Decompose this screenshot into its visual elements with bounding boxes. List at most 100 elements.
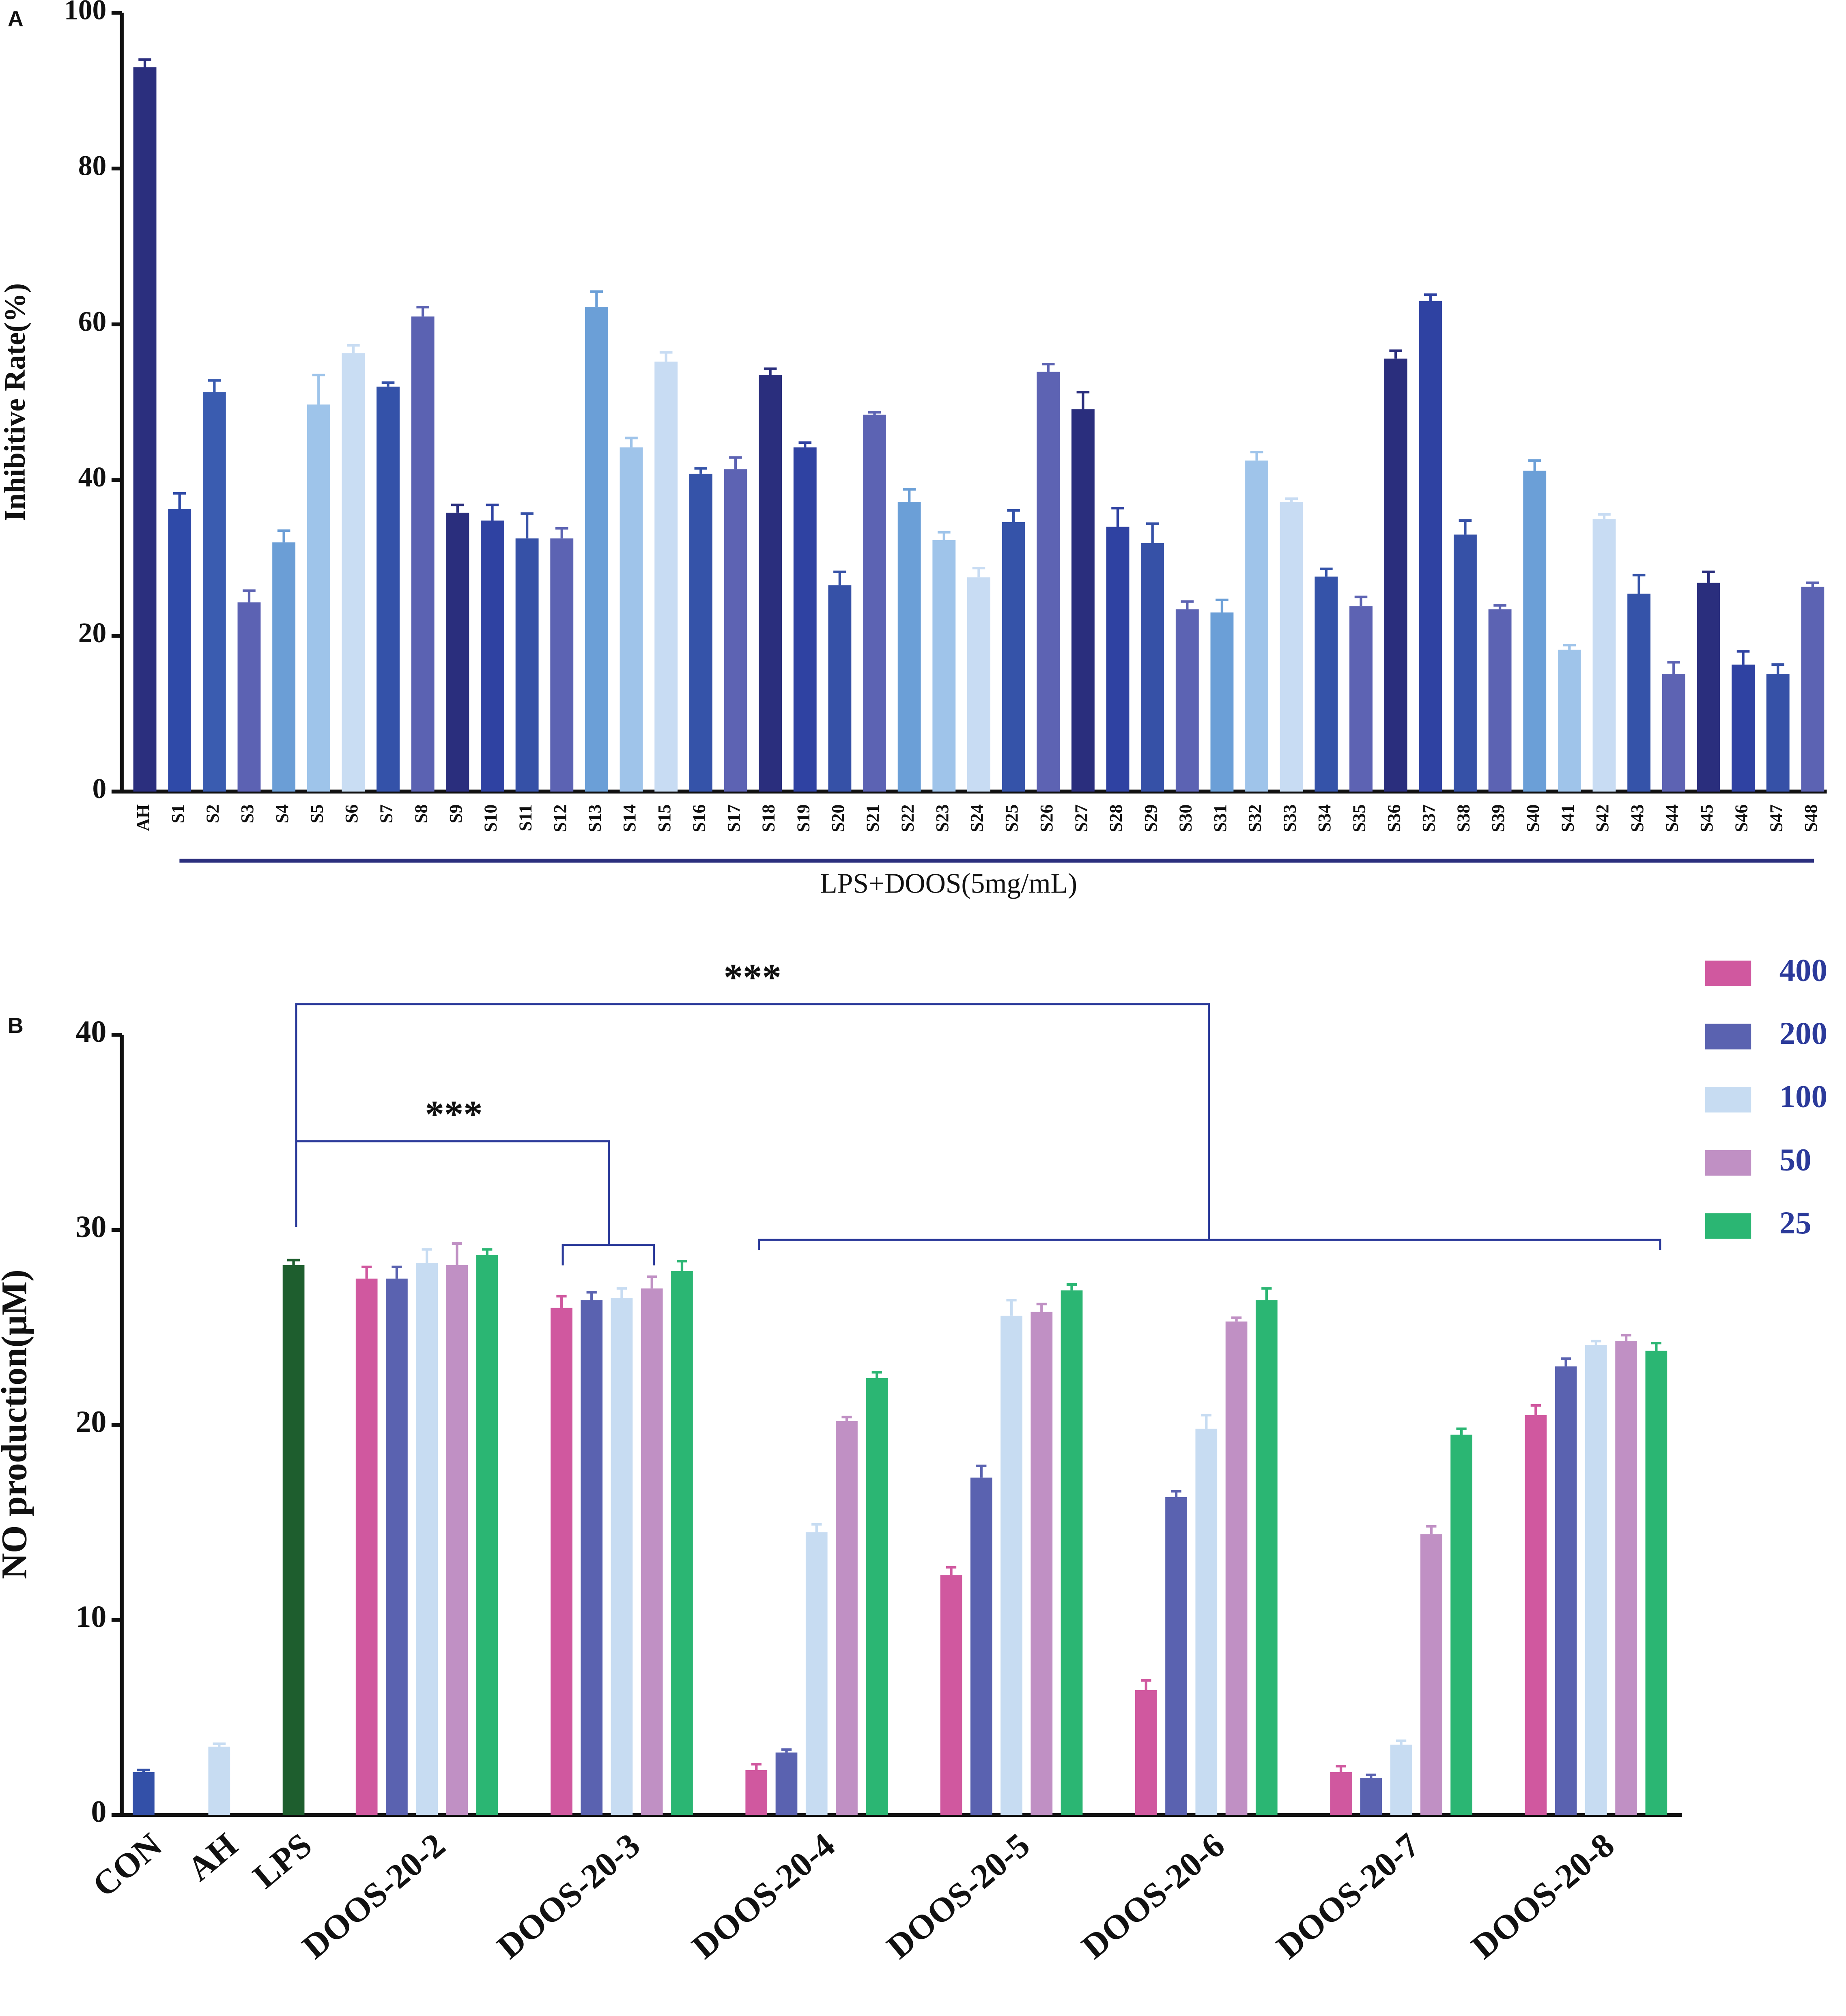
bar bbox=[654, 361, 678, 792]
bar bbox=[133, 67, 157, 792]
x-tick-label: S48 bbox=[1801, 805, 1821, 833]
x-tick-label: S40 bbox=[1523, 805, 1543, 833]
bar bbox=[272, 542, 296, 792]
y-tick-label: 30 bbox=[75, 1210, 106, 1244]
bar bbox=[446, 512, 469, 792]
bar bbox=[828, 585, 852, 792]
x-tick-label: S39 bbox=[1488, 805, 1508, 833]
x-tick-label: S9 bbox=[446, 805, 466, 824]
bar bbox=[1558, 650, 1581, 792]
x-group-label: LPS+DOOS(5mg/mL) bbox=[820, 868, 1077, 899]
y-tick-label: 80 bbox=[78, 150, 106, 181]
bar bbox=[1195, 1429, 1218, 1815]
bar bbox=[1645, 1351, 1667, 1815]
y-axis-label: Inhibitive Rate(%) bbox=[0, 283, 31, 521]
bar bbox=[446, 1265, 468, 1815]
bar bbox=[759, 375, 782, 792]
x-tick-label: S34 bbox=[1315, 805, 1334, 833]
bar bbox=[581, 1300, 603, 1815]
y-tick-label: 60 bbox=[78, 306, 106, 337]
y-tick-label: 0 bbox=[93, 773, 107, 805]
bar bbox=[168, 509, 191, 792]
x-tick-label: DOOS-20-7 bbox=[1269, 1826, 1426, 1966]
bar bbox=[1732, 665, 1755, 792]
x-tick-label: S27 bbox=[1071, 805, 1091, 833]
bar bbox=[1061, 1290, 1083, 1815]
bar bbox=[342, 353, 365, 792]
bar bbox=[202, 392, 226, 792]
bar bbox=[1766, 674, 1790, 792]
bar bbox=[133, 1772, 155, 1815]
x-tick-label: S16 bbox=[689, 805, 709, 833]
x-tick-label: S26 bbox=[1037, 805, 1056, 833]
bar bbox=[1175, 609, 1199, 792]
bar bbox=[1031, 1312, 1053, 1815]
x-tick-label: S47 bbox=[1766, 805, 1786, 833]
x-tick-label: S35 bbox=[1349, 805, 1369, 833]
bar bbox=[897, 501, 921, 792]
bar bbox=[355, 1278, 378, 1815]
bar bbox=[476, 1255, 498, 1815]
bar bbox=[1315, 577, 1338, 792]
bar bbox=[805, 1532, 828, 1815]
bar bbox=[836, 1421, 858, 1815]
bar bbox=[1801, 587, 1824, 792]
x-tick-label: S42 bbox=[1592, 805, 1612, 833]
bar bbox=[282, 1265, 305, 1815]
bar bbox=[1000, 1315, 1022, 1815]
bar bbox=[1627, 594, 1651, 792]
x-tick-label: S32 bbox=[1245, 805, 1265, 833]
x-tick-label: S10 bbox=[481, 805, 501, 833]
bar bbox=[1523, 471, 1547, 792]
x-tick-label: S19 bbox=[793, 805, 813, 833]
x-tick-label: S38 bbox=[1454, 805, 1474, 833]
x-tick-label: LPS bbox=[246, 1826, 319, 1896]
x-tick-label: S44 bbox=[1662, 805, 1682, 833]
x-tick-label: AH bbox=[181, 1826, 245, 1888]
bar bbox=[1585, 1345, 1607, 1815]
bar bbox=[1662, 674, 1685, 792]
y-tick-label: 10 bbox=[75, 1600, 106, 1634]
x-tick-label: S5 bbox=[307, 805, 327, 824]
x-tick-label: DOOS-20-5 bbox=[880, 1826, 1037, 1966]
legend-swatch bbox=[1705, 960, 1751, 986]
legend-label: 100 bbox=[1779, 1079, 1827, 1115]
x-tick-label: S29 bbox=[1141, 805, 1161, 833]
bar bbox=[1450, 1435, 1472, 1815]
x-tick-label: S41 bbox=[1558, 805, 1577, 833]
bar bbox=[970, 1477, 992, 1815]
bar bbox=[208, 1747, 230, 1815]
x-tick-label: S23 bbox=[932, 805, 952, 833]
bar bbox=[863, 414, 886, 792]
bar bbox=[1135, 1690, 1157, 1815]
x-tick-label: S15 bbox=[654, 805, 674, 833]
bar bbox=[967, 577, 990, 792]
legend-label: 25 bbox=[1779, 1205, 1812, 1241]
x-tick-label: S21 bbox=[863, 805, 883, 833]
bar bbox=[745, 1770, 768, 1815]
bar bbox=[585, 307, 608, 792]
x-tick-label: CON bbox=[86, 1826, 169, 1904]
bar bbox=[932, 540, 956, 792]
bar bbox=[641, 1288, 663, 1815]
x-tick-label: S33 bbox=[1280, 805, 1300, 833]
x-tick-label: AH bbox=[133, 805, 153, 831]
bar bbox=[689, 473, 712, 792]
bar bbox=[724, 469, 747, 792]
bar bbox=[1225, 1321, 1248, 1815]
x-tick-label: S22 bbox=[897, 805, 917, 833]
significance-label: *** bbox=[425, 1093, 482, 1136]
panel-label: A bbox=[8, 7, 24, 31]
y-tick-label: 20 bbox=[78, 617, 106, 649]
significance-bracket bbox=[295, 1003, 1661, 1250]
bar bbox=[1453, 534, 1477, 792]
bar bbox=[1106, 527, 1130, 792]
legend-swatch bbox=[1705, 1213, 1751, 1239]
x-tick-label: S1 bbox=[168, 805, 188, 824]
bar bbox=[1210, 612, 1234, 792]
x-tick-label: S36 bbox=[1384, 805, 1404, 833]
x-tick-label: S20 bbox=[828, 805, 848, 833]
x-tick-label: S18 bbox=[759, 805, 779, 833]
x-tick-label: S12 bbox=[550, 805, 570, 833]
